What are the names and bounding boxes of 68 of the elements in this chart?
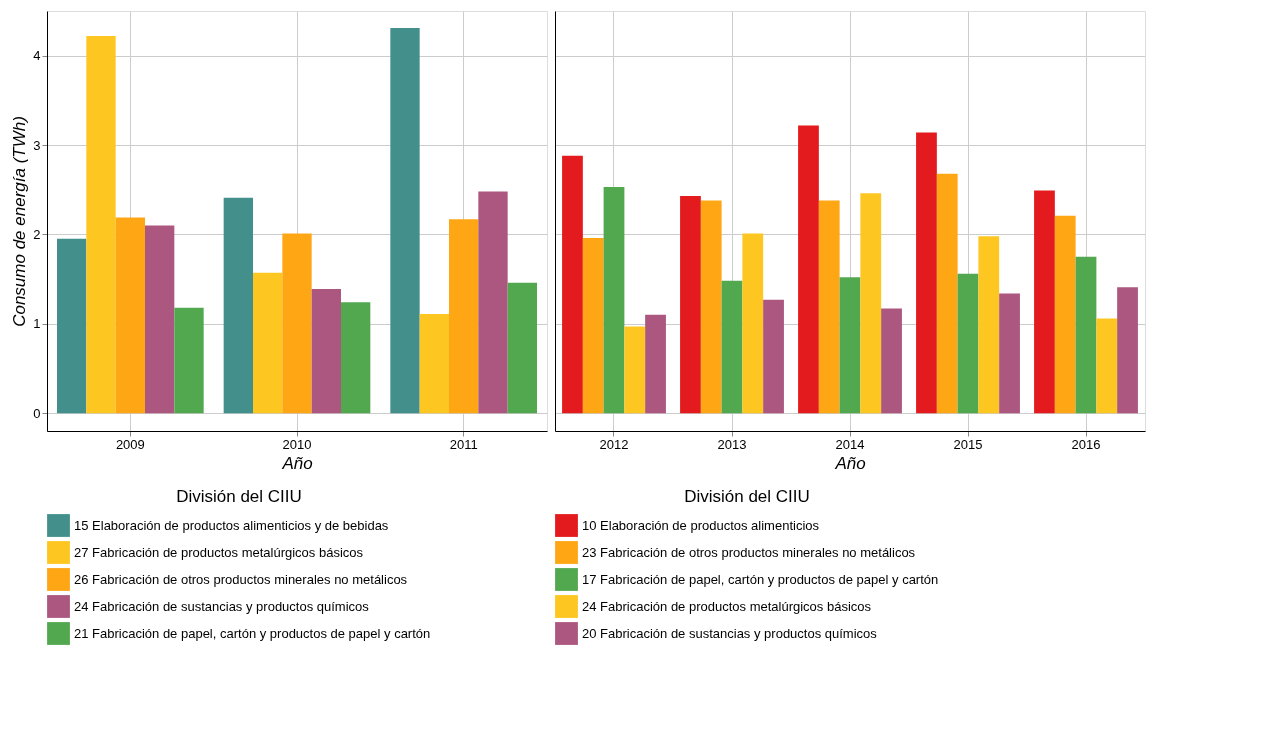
bar: [174, 307, 204, 414]
bar: [145, 225, 175, 414]
legend-label: 21 Fabricación de papel, cartón y productos de papel y cartón: [74, 625, 431, 641]
bar: [860, 193, 882, 414]
bar: [253, 272, 283, 414]
bar: [798, 125, 819, 414]
x-axis-title: Año: [834, 453, 866, 473]
legend-title: División del CIIU: [176, 487, 302, 506]
bar: [680, 195, 701, 414]
x-tick-label: 2013: [717, 436, 747, 452]
bar: [957, 273, 979, 414]
legend-label: 10 Elaboración de productos alimenticios: [582, 517, 820, 533]
legend-label: 27 Fabricación de productos metalúrgicos básicos: [74, 544, 364, 560]
y-tick-label: 4: [33, 48, 41, 64]
bar: [1096, 318, 1118, 414]
bar: [881, 308, 902, 414]
bar: [978, 236, 1000, 414]
bar: [999, 293, 1020, 414]
bar: [916, 132, 937, 414]
legend-title: División del CIIU: [684, 487, 810, 506]
bar: [562, 155, 583, 414]
bar: [645, 314, 666, 414]
legend-label: 17 Fabricación de papel, cartón y productos de papel y cartón: [582, 571, 939, 587]
bar: [763, 299, 784, 414]
legend-label: 15 Elaboración de productos alimenticios y de bebidas: [74, 517, 389, 533]
legend-label: 26 Fabricación de otros productos minerales no metálicos: [74, 571, 408, 587]
bar: [449, 219, 479, 414]
x-axis-title: Año: [281, 453, 313, 473]
bar: [700, 200, 722, 414]
bar: [282, 233, 312, 414]
x-tick-label: 2015: [953, 436, 983, 452]
bar: [582, 237, 604, 414]
bar: [223, 197, 253, 414]
legend-label: 24 Fabricación de sustancias y productos químicos: [74, 598, 370, 614]
x-tick-label: 2011: [449, 436, 478, 452]
x-tick-label: 2016: [1071, 436, 1101, 452]
bar: [1054, 215, 1076, 414]
y-tick-label: 2: [33, 226, 41, 242]
bar: [507, 282, 537, 414]
bar: [936, 173, 958, 414]
bar: [86, 36, 116, 414]
bar: [311, 288, 341, 414]
y-axis-title: Consumo de energía (TWh): [10, 116, 30, 327]
y-tick-label: 3: [33, 137, 41, 153]
y-tick-label: 0: [33, 405, 41, 421]
bar: [721, 280, 743, 414]
bar: [115, 217, 145, 414]
bar: [390, 27, 420, 414]
bar: [478, 191, 508, 414]
legend-label: 23 Fabricación de otros productos minerales no metálicos: [582, 544, 916, 560]
bar: [341, 302, 371, 414]
x-tick-label: 2009: [115, 436, 145, 452]
bar: [603, 187, 625, 414]
legend-label: 24 Fabricación de productos metalúrgicos básicos: [582, 598, 872, 614]
y-tick-label: 1: [33, 316, 41, 332]
bar: [1034, 190, 1055, 414]
bar: [818, 200, 840, 414]
bar: [419, 313, 449, 414]
bar: [1075, 256, 1097, 414]
legend-label: 20 Fabricación de sustancias y productos químicos: [582, 625, 878, 641]
bar: [742, 233, 764, 414]
x-tick-label: 2012: [599, 436, 629, 452]
bar: [57, 238, 87, 414]
bar: [1117, 287, 1138, 414]
bar: [624, 326, 646, 414]
x-tick-label: 2010: [282, 436, 312, 452]
bar: [839, 277, 861, 414]
x-tick-label: 2014: [835, 436, 865, 452]
